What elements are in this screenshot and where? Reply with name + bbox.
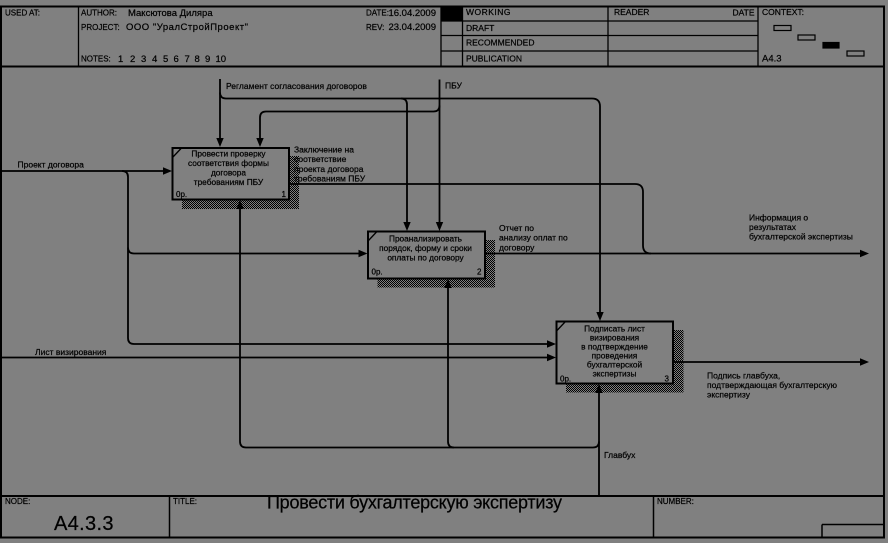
svg-text:1: 1 <box>282 190 287 199</box>
svg-text:PUBLICATION: PUBLICATION <box>466 54 522 64</box>
svg-text:RECOMMENDED: RECOMMENDED <box>466 38 534 48</box>
svg-text:A4.3: A4.3 <box>762 54 782 65</box>
svg-text:USED AT:: USED AT: <box>5 9 40 18</box>
svg-text:DATE: DATE <box>732 8 754 18</box>
svg-text:3: 3 <box>665 375 670 384</box>
svg-text:Регламент согласования договор: Регламент согласования договоров <box>226 81 367 91</box>
svg-text:2: 2 <box>477 268 482 277</box>
svg-text:Главбух: Главбух <box>604 450 636 460</box>
svg-text:Лист визирования: Лист визирования <box>35 347 107 357</box>
svg-text:0р.: 0р. <box>560 375 571 384</box>
svg-text:бухгалтерской экспертизы: бухгалтерской экспертизы <box>749 232 853 242</box>
svg-text:требованиям ПБУ: требованиям ПБУ <box>194 177 264 187</box>
svg-text:порядок, форму и сроки: порядок, форму и сроки <box>379 243 472 253</box>
svg-text:DATE:: DATE: <box>366 8 389 17</box>
svg-text:ПБУ: ПБУ <box>445 81 462 91</box>
svg-text:экспертизы: экспертизы <box>593 369 637 379</box>
svg-text:подтверждающая бухгалтерскую: подтверждающая бухгалтерскую <box>707 380 838 390</box>
svg-text:оплаты по договору: оплаты по договору <box>387 253 464 263</box>
svg-text:экспертизу: экспертизу <box>707 390 751 400</box>
svg-text:соответствия формы: соответствия формы <box>188 158 269 168</box>
svg-text:проекта договора: проекта договора <box>294 164 364 174</box>
svg-text:требованиям ПБУ: требованиям ПБУ <box>294 174 366 184</box>
svg-text:READER: READER <box>614 7 649 17</box>
svg-text:PROJECT:: PROJECT: <box>81 23 120 32</box>
svg-text:бухгалтерской: бухгалтерской <box>587 360 643 370</box>
svg-text:Заключение на: Заключение на <box>294 145 354 155</box>
svg-text:договора: договора <box>211 168 246 178</box>
svg-text:Отчет по: Отчет по <box>499 223 534 233</box>
svg-text:проведения: проведения <box>592 351 638 361</box>
svg-text:DRAFT: DRAFT <box>466 23 494 33</box>
svg-text:AUTHOR:: AUTHOR: <box>81 8 117 17</box>
svg-text:ООО "УралСтройПроект": ООО "УралСтройПроект" <box>126 22 248 33</box>
svg-text:Информация о: Информация о <box>749 212 808 222</box>
svg-text:16.04.2009: 16.04.2009 <box>388 8 436 19</box>
svg-text:NODE:: NODE: <box>5 497 30 506</box>
svg-text:NUMBER:: NUMBER: <box>657 497 694 506</box>
svg-text:соответствие: соответствие <box>294 154 347 164</box>
svg-text:Проанализировать: Проанализировать <box>389 234 462 244</box>
svg-text:анализу оплат по: анализу оплат по <box>499 233 568 243</box>
svg-text:TITLE:: TITLE: <box>173 497 197 506</box>
svg-text:Провести бухгалтерскую эксперт: Провести бухгалтерскую экспертизу <box>267 493 562 513</box>
svg-text:NOTES:: NOTES: <box>81 55 111 64</box>
svg-text:Подпись главбуха,: Подпись главбуха, <box>707 370 780 380</box>
svg-text:А4.3.3: А4.3.3 <box>54 513 114 535</box>
svg-text:WORKING: WORKING <box>466 7 511 17</box>
svg-text:REV:: REV: <box>366 23 384 32</box>
svg-text:0р.: 0р. <box>372 268 383 277</box>
svg-text:визирования: визирования <box>590 333 639 343</box>
svg-text:Максютова Диляра: Максютова Диляра <box>128 8 213 19</box>
svg-text:Проект договора: Проект договора <box>18 160 85 170</box>
svg-text:Провести проверку: Провести проверку <box>191 148 266 158</box>
svg-text:0р.: 0р. <box>176 190 187 199</box>
svg-text:договору: договору <box>499 242 535 252</box>
svg-text:CONTEXT:: CONTEXT: <box>762 7 804 17</box>
svg-text:результатах: результатах <box>749 222 797 232</box>
svg-text:в подтверждение: в подтверждение <box>581 342 648 352</box>
svg-text:23.04.2009: 23.04.2009 <box>388 22 436 33</box>
svg-text:Подписать лист: Подписать лист <box>584 324 645 334</box>
